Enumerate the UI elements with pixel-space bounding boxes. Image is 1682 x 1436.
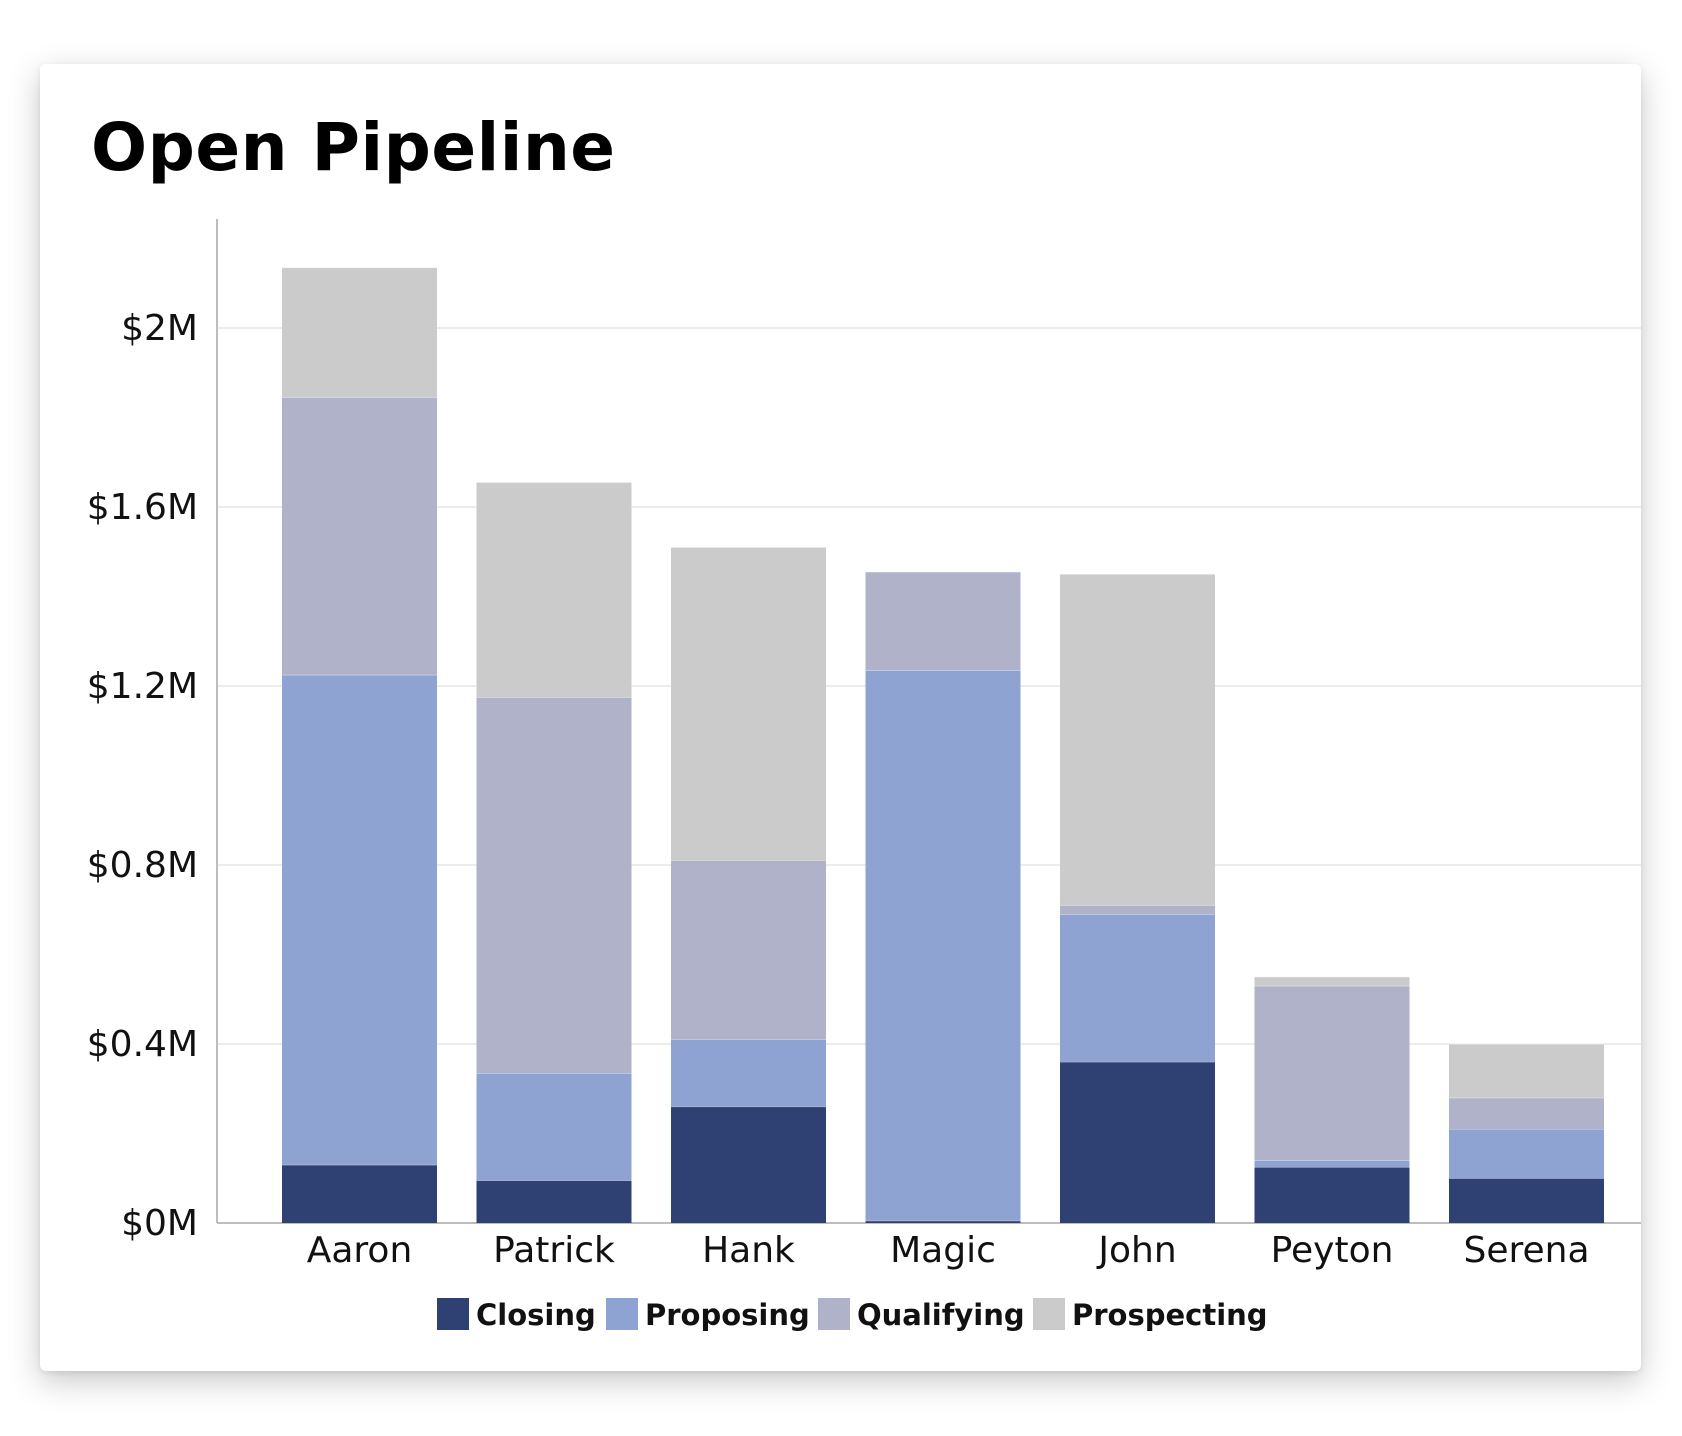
bar-segment-proposing-aaron[interactable] — [282, 674, 437, 1165]
bar-segment-proposing-hank[interactable] — [671, 1039, 826, 1107]
legend[interactable]: Closing Proposing Qualifying Prospecting — [437, 1298, 1268, 1332]
chart-card: Open Pipeline Aaron Patrick Hank Magic John P… — [40, 64, 1641, 1371]
bar-segment-prospecting-patrick[interactable] — [476, 482, 632, 698]
bar-segment-qualifying-patrick[interactable] — [476, 697, 632, 1074]
x-tick-label: Patrick — [493, 1230, 615, 1271]
legend-item-prospecting[interactable]: Prospecting — [1033, 1298, 1268, 1332]
y-tick-label: $0M — [121, 1203, 198, 1244]
legend-label: Proposing — [645, 1298, 810, 1332]
bar-segment-prospecting-john[interactable] — [1060, 574, 1215, 906]
bar-segment-closing-peyton[interactable] — [1254, 1167, 1410, 1223]
legend-swatch — [606, 1298, 638, 1330]
bar-segment-qualifying-serena[interactable] — [1449, 1097, 1604, 1130]
bar-segment-proposing-magic[interactable] — [865, 670, 1021, 1221]
legend-swatch — [1033, 1298, 1065, 1330]
legend-swatch — [818, 1298, 850, 1330]
bar-segment-closing-john[interactable] — [1060, 1061, 1215, 1223]
legend-swatch — [437, 1298, 469, 1330]
bar-segment-qualifying-aaron[interactable] — [282, 397, 437, 675]
y-tick-label: $0.4M — [87, 1024, 198, 1065]
bars — [282, 267, 1604, 1223]
bar-segment-proposing-peyton[interactable] — [1254, 1160, 1410, 1168]
bar-segment-closing-magic[interactable] — [865, 1220, 1021, 1223]
bar-segment-closing-patrick[interactable] — [476, 1180, 632, 1223]
y-tick-labels: $0M $0.4M $0.8M $1.2M $1.6M $2M — [87, 308, 198, 1244]
stacked-bar-chart: Aaron Patrick Hank Magic John Peyton Serena $0… — [87, 219, 1641, 1332]
bar-segment-closing-serena[interactable] — [1449, 1178, 1604, 1223]
legend-label: Closing — [476, 1298, 596, 1332]
legend-label: Prospecting — [1072, 1298, 1268, 1332]
bar-segment-proposing-patrick[interactable] — [476, 1073, 632, 1181]
x-tick-label: Serena — [1463, 1230, 1589, 1271]
bar-segment-qualifying-peyton[interactable] — [1254, 985, 1410, 1161]
x-tick-label: Magic — [890, 1230, 996, 1271]
bar-segment-qualifying-hank[interactable] — [671, 860, 826, 1040]
x-tick-label: John — [1096, 1230, 1176, 1271]
bar-segment-prospecting-hank[interactable] — [671, 547, 826, 861]
bar-segment-proposing-serena[interactable] — [1449, 1129, 1604, 1179]
x-tick-labels: Aaron Patrick Hank Magic John Peyton Serena — [307, 1230, 1590, 1271]
bar-segment-closing-hank[interactable] — [671, 1106, 826, 1223]
bar-segment-qualifying-magic[interactable] — [865, 571, 1021, 671]
bar-segment-prospecting-peyton[interactable] — [1254, 976, 1410, 986]
legend-label: Qualifying — [857, 1298, 1025, 1332]
y-tick-label: $1.6M — [87, 487, 198, 528]
legend-item-qualifying[interactable]: Qualifying — [818, 1298, 1025, 1332]
x-tick-label: Peyton — [1271, 1230, 1394, 1271]
y-tick-label: $1.2M — [87, 666, 198, 707]
bar-segment-prospecting-serena[interactable] — [1449, 1044, 1604, 1098]
x-tick-label: Aaron — [307, 1230, 413, 1271]
bar-segment-closing-aaron[interactable] — [282, 1164, 437, 1223]
legend-item-proposing[interactable]: Proposing — [606, 1298, 810, 1332]
y-tick-label: $2M — [121, 308, 198, 349]
chart-title: Open Pipeline — [91, 109, 616, 186]
x-tick-label: Hank — [702, 1230, 795, 1271]
bar-segment-prospecting-aaron[interactable] — [282, 267, 437, 398]
bar-segment-qualifying-john[interactable] — [1060, 905, 1215, 915]
legend-item-closing[interactable]: Closing — [437, 1298, 596, 1332]
bar-segment-proposing-john[interactable] — [1060, 914, 1215, 1062]
y-tick-label: $0.8M — [87, 845, 198, 886]
